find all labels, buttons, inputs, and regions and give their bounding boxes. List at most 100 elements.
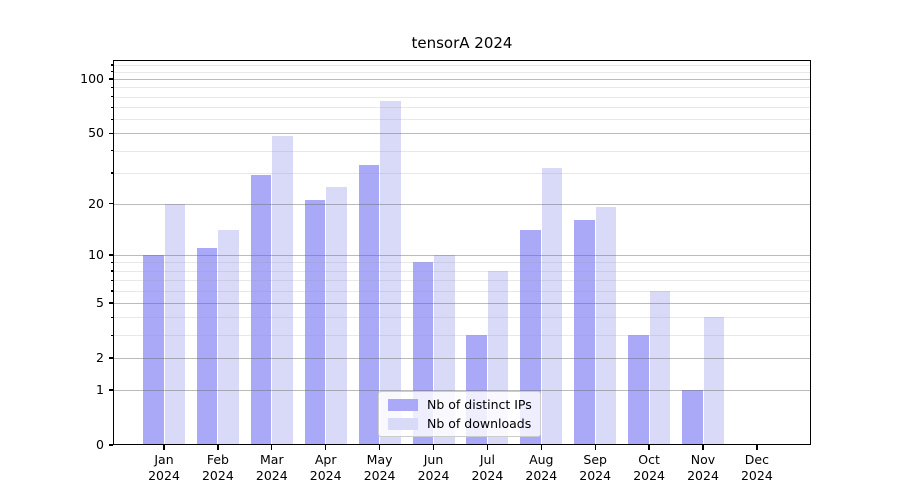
x-tick-label-month: Oct [638,452,660,467]
x-tick-mark [378,445,381,450]
minor-gridline [113,71,811,73]
bar-ips-jan [143,254,164,445]
y-tick-label: 5 [96,294,104,310]
minor-gridline [113,262,811,264]
bar-ips-mar [250,175,272,445]
y-tick-mark [108,357,113,359]
y-minor-tick-mark [110,334,113,336]
legend-label-ips: Nb of distinct IPs [427,397,532,412]
y-tick-mark [108,254,113,256]
x-tick-label-year: 2024 [471,468,504,483]
major-gridline [113,203,811,205]
x-tick-label: May 2024 [350,452,410,484]
bar-downloads-sep [595,207,617,445]
minor-gridline [113,290,811,292]
x-tick-label-year: 2024 [633,468,665,483]
x-tick-label-month: Feb [206,452,229,467]
chart-title: tensorA 2024 [411,34,513,52]
bar-downloads-mar [272,136,293,445]
x-tick-label: Oct 2024 [619,452,679,484]
y-minor-tick-mark [110,150,113,152]
x-tick-label-year: 2024 [740,468,773,483]
x-tick-label-year: 2024 [309,468,342,483]
legend-swatch-ips [388,398,418,411]
x-tick-label-year: 2024 [579,468,612,483]
y-tick-label: 20 [88,195,104,211]
y-minor-tick-mark [110,261,113,264]
bar-downloads-feb [218,230,239,445]
x-tick-label-year: 2024 [201,468,234,483]
major-gridline [113,302,811,304]
major-gridline [113,133,811,135]
y-tick-label: 0 [96,437,104,452]
y-tick-mark [108,302,113,304]
y-minor-tick-mark [110,290,113,292]
bar-ips-nov [682,390,703,445]
minor-gridline [113,119,811,121]
x-tick-label-month: Jan [154,452,174,467]
y-tick-label: 10 [88,246,104,262]
x-tick-label: Nov 2024 [673,452,733,484]
bar-downloads-oct [649,290,671,445]
y-minor-tick-mark [110,106,113,108]
minor-gridline [113,335,811,337]
legend-item-downloads: Nb of downloads [388,414,532,433]
x-tick-mark [271,445,273,450]
x-tick-label-month: Mar [260,452,284,467]
x-tick-label-month: Dec [744,452,769,467]
major-gridline [113,357,811,359]
y-tick-label: 2 [96,349,104,365]
y-minor-tick-mark [110,118,113,120]
x-tick-label-month: Jul [479,452,495,467]
minor-gridline [113,87,811,89]
legend: Nb of distinct IPs Nb of downloads [378,391,541,437]
x-tick-label-month: Sep [583,452,607,467]
y-tick-mark [108,132,113,134]
x-tick-label-month: Aug [529,452,554,467]
x-tick-mark [540,445,542,450]
minor-gridline [113,172,811,174]
legend-label-downloads: Nb of downloads [427,416,532,431]
y-tick-mark [108,202,113,205]
x-tick-mark [432,445,435,450]
bar-downloads-aug [541,167,563,445]
x-tick-label: Apr 2024 [296,452,356,484]
x-tick-mark [702,445,704,450]
y-tick-label: 1 [96,382,104,398]
legend-swatch-downloads [388,417,418,430]
bar-ips-feb [196,247,218,445]
bar-downloads-apr [326,186,347,445]
y-minor-tick-mark [110,279,113,281]
x-tick-label: Jun 2024 [404,452,464,484]
y-tick-mark [108,389,113,391]
x-tick-mark [756,445,758,450]
x-tick-label-year: 2024 [255,468,288,483]
bar-downloads-nov [703,317,724,445]
minor-gridline [113,150,811,152]
bar-ips-oct [628,335,649,445]
y-minor-tick-mark [110,270,113,272]
bar-downloads-may [380,100,401,445]
x-tick-mark [594,445,596,450]
x-tick-label: Jul 2024 [457,452,517,484]
x-tick-label-year: 2024 [525,468,558,483]
x-tick-label-year: 2024 [687,468,719,483]
x-tick-label: Jan 2024 [134,452,194,484]
x-tick-label-month: Jun [423,452,444,467]
y-tick-label: 50 [88,125,104,141]
x-tick-label-month: Nov [690,452,716,467]
x-tick-label-year: 2024 [148,468,180,483]
minor-gridline [113,64,811,66]
x-tick-label: Mar 2024 [242,452,302,484]
x-tick-mark [217,445,219,450]
minor-gridline [113,270,811,272]
y-minor-tick-mark [110,316,113,319]
x-tick-label-month: Apr [314,452,337,467]
x-tick-mark [163,445,165,450]
x-tick-label: Dec 2024 [727,452,787,484]
bar-downloads-jan [164,203,185,445]
bar-ips-sep [574,220,595,445]
x-tick-label: Aug 2024 [511,452,571,484]
x-tick-mark [486,445,489,450]
